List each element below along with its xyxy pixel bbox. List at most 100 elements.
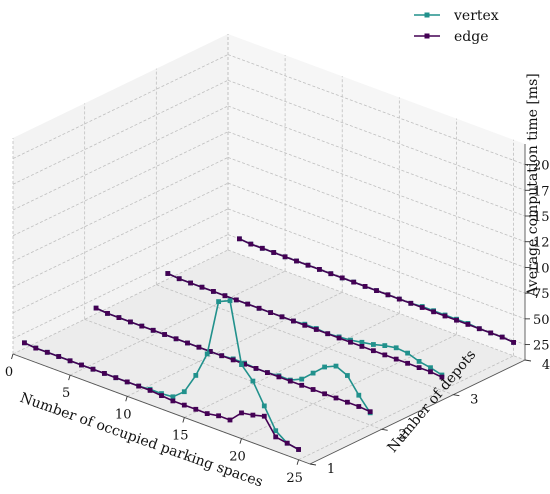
data-point-edge (227, 417, 233, 423)
data-point-edge (511, 340, 516, 345)
back-grid-z (227, 54, 526, 165)
data-point-edge (294, 258, 299, 264)
data-point-edge (333, 395, 339, 401)
data-point-edge (222, 293, 228, 299)
back-wall-pane (228, 34, 525, 360)
x-tick-mark (182, 417, 185, 423)
series-edge-depots-4 (237, 236, 516, 345)
data-point-vertex (181, 389, 187, 395)
back-grid-z (227, 79, 526, 191)
depot-tick-mark (381, 428, 388, 431)
back-grid-z (227, 182, 526, 294)
data-point-vertex (428, 365, 433, 371)
data-point-edge (211, 289, 216, 294)
series-edge-depots-3 (165, 271, 445, 380)
data-point-vertex (261, 403, 267, 409)
data-point-edge (276, 374, 282, 380)
depot-tick-label: 4 (542, 358, 550, 373)
data-point-edge (439, 374, 445, 380)
data-point-edge (499, 334, 505, 340)
data-point-edge (196, 344, 202, 350)
back-grid-z (227, 157, 526, 268)
data-point-edge (44, 349, 50, 355)
x-tick-label: 10 (115, 407, 132, 422)
data-point-edge (284, 440, 290, 446)
data-point-edge (431, 309, 436, 315)
data-point-edge (385, 292, 391, 298)
data-point-edge (173, 336, 179, 342)
tick-labels: 0 5 10 15 20 25 1 2 3 4 25 50 75 100 125 150 175 200 (5, 159, 550, 486)
data-point-edge (317, 267, 322, 272)
data-point-edge (124, 379, 130, 385)
data-point-edge (279, 314, 285, 320)
data-point-edge (116, 315, 122, 320)
data-point-vertex (322, 364, 327, 370)
data-point-edge (367, 409, 373, 415)
data-point-edge (282, 254, 288, 260)
data-point-edge (271, 250, 277, 255)
data-point-edge (419, 305, 425, 310)
floor-grid-depot (227, 249, 526, 361)
floor-grid-depot (156, 284, 454, 396)
data-point-vertex (416, 359, 422, 364)
data-point-edge (359, 344, 365, 349)
depot-tick-label: 3 (470, 393, 478, 408)
data-point-edge (265, 370, 270, 375)
data-point-edge (256, 305, 262, 311)
back-grid-z (227, 131, 526, 243)
data-point-edge (362, 284, 368, 289)
data-point-edge (230, 357, 236, 363)
data-point-edge (325, 331, 331, 337)
data-point-edge (261, 413, 267, 419)
x-tick-label: 20 (229, 450, 246, 465)
data-point-edge (105, 311, 110, 316)
data-point-edge (150, 327, 156, 333)
z-axis-label: Average computation time [ms] (525, 73, 541, 297)
data-point-edge (33, 345, 39, 351)
data-point-edge (159, 393, 164, 398)
x-tick-mark (11, 353, 14, 360)
depot-tick-label: 2 (399, 427, 407, 442)
data-point-edge (305, 262, 311, 268)
legend-marker-vertex (424, 12, 430, 18)
data-point-vertex (333, 363, 339, 369)
depot-axis-line (309, 359, 526, 465)
x-tick-label: 15 (172, 429, 189, 444)
data-point-edge (405, 360, 410, 366)
z-tick-label: 175 (533, 184, 550, 199)
data-point-edge (268, 310, 273, 315)
floor-grid-depot (84, 318, 382, 430)
data-point-edge (219, 353, 225, 359)
back-grid-z (227, 105, 526, 217)
x-axis-line (12, 353, 311, 465)
data-point-edge (162, 332, 167, 337)
data-point-edge (416, 365, 422, 370)
axis-edges (11, 144, 532, 466)
data-point-edge (259, 245, 265, 251)
data-point-vertex (204, 351, 210, 357)
data-point-vertex (273, 428, 279, 434)
data-point-edge (328, 271, 334, 277)
x-tick-label: 0 (5, 365, 13, 380)
data-point-edge (90, 366, 96, 372)
data-point-edge (136, 383, 142, 389)
x-tick-label: 5 (62, 386, 70, 401)
grid-lines (12, 34, 526, 465)
data-point-edge (273, 434, 279, 440)
legend: vertex edge (414, 8, 499, 45)
data-point-edge (465, 322, 471, 327)
data-point-vertex (393, 345, 399, 351)
axis-panes (13, 34, 525, 464)
data-point-edge (250, 412, 256, 418)
data-point-edge (199, 284, 205, 290)
data-point-edge (67, 358, 73, 364)
data-point-edge (345, 399, 350, 405)
legend-marker-edge (424, 33, 430, 39)
data-point-edge (185, 340, 190, 346)
data-point-edge (336, 335, 342, 341)
data-point-vertex (359, 339, 365, 345)
z-tick-label: 50 (533, 313, 550, 328)
data-point-edge (339, 275, 345, 281)
data-point-edge (253, 366, 259, 371)
